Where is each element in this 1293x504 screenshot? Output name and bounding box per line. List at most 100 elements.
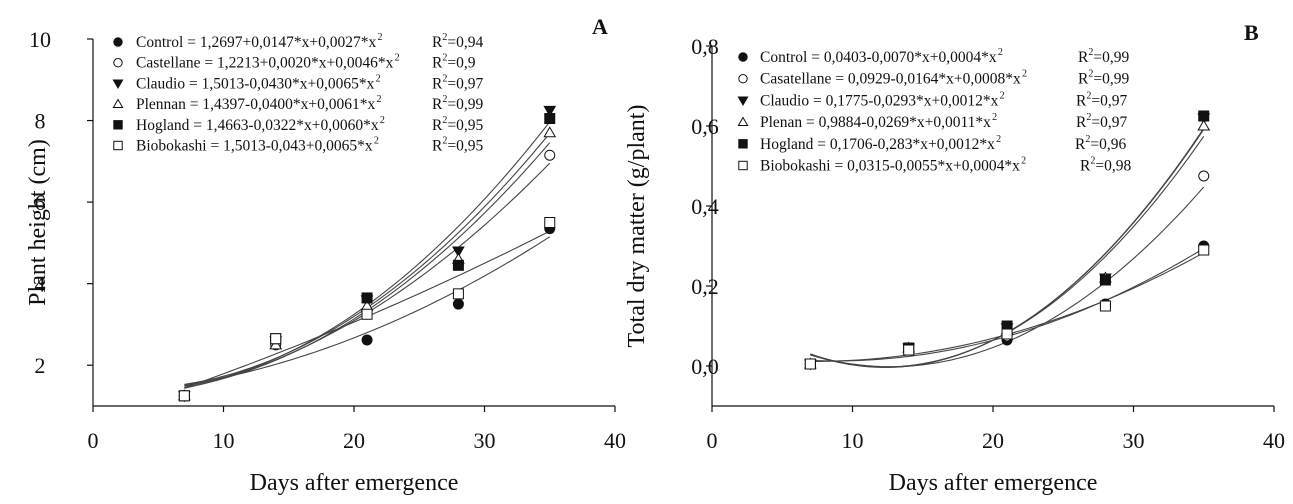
chart-panel-B: 0,0 0,2 0,4 0,6 0,8 0 10 20 30 40 Days after emerg… bbox=[624, 20, 1285, 496]
legend-r-squared: R2=0,99 bbox=[1078, 47, 1129, 66]
data-point-casatellane bbox=[1198, 170, 1210, 182]
legend-r-squared: R2=0,94 bbox=[432, 32, 483, 51]
legend-equation: Control = 0,0403-0,0070*x+0,0004*x bbox=[760, 49, 997, 66]
data-point-biobokashi bbox=[270, 333, 282, 345]
y-tick-label: 10 bbox=[29, 27, 51, 52]
legend-equation: Castellane = 1,2213+0,0020*x+0,0046*x bbox=[136, 55, 394, 72]
y-tick-label: 0,8 bbox=[691, 34, 719, 59]
data-point-biobokashi bbox=[1198, 244, 1210, 256]
y-tick-label: 4 bbox=[35, 272, 46, 297]
x-tick-label: 40 bbox=[1263, 428, 1285, 453]
fit-curve-castellane bbox=[184, 162, 551, 389]
legend-marker-claudio bbox=[112, 79, 124, 90]
legend-marker-claudio bbox=[737, 96, 749, 107]
legend: Control = 1,2697+0,0147*x+0,0027*x 2 R2=0,… bbox=[112, 32, 483, 155]
legend-marker-hogland bbox=[738, 139, 748, 149]
legend-r-squared: R2=0,99 bbox=[432, 94, 483, 113]
legend-r-squared: R2=0,95 bbox=[432, 115, 483, 134]
legend-equation: Plenan = 0,9884-0,0269*x+0,0011*x bbox=[760, 114, 991, 131]
y-tick-label: 6 bbox=[35, 190, 46, 215]
data-point-claudio bbox=[452, 246, 465, 258]
legend-r-squared: R2=0,97 bbox=[1076, 90, 1127, 109]
y-tick-label: 0,6 bbox=[691, 114, 719, 139]
legend-equation: Hogland = 0,1706-0,283*x+0,0012*x bbox=[760, 136, 995, 153]
y-tick-label: 0,0 bbox=[691, 354, 719, 379]
superscript-2: 2 bbox=[395, 53, 400, 64]
superscript-2: 2 bbox=[377, 32, 382, 43]
superscript-2: 2 bbox=[1021, 156, 1026, 167]
data-point-claudio bbox=[543, 105, 557, 117]
superscript-2: 2 bbox=[1022, 69, 1027, 80]
data-point-hogland bbox=[361, 292, 373, 304]
legend-r-squared: R2=0,95 bbox=[432, 136, 483, 155]
legend-equation: Plennan = 1,4397-0,0400*x+0,0061*x bbox=[136, 96, 375, 113]
y-tick-label: 0,4 bbox=[691, 194, 719, 219]
data-point-biobokashi bbox=[903, 344, 915, 356]
data-point-castellane bbox=[544, 149, 556, 161]
legend-marker-control bbox=[738, 52, 748, 62]
data-point-plennan bbox=[543, 126, 557, 138]
legend-equation: Claudio = 0,1775-0,0293*x+0,0012*x bbox=[760, 92, 999, 109]
legend-marker-hogland bbox=[113, 120, 123, 130]
data-point-hogland bbox=[1198, 110, 1210, 122]
legend-equation: Claudio = 1,5013-0,0430*x+0,0065*x bbox=[136, 75, 375, 92]
data-point-hogland bbox=[544, 113, 556, 125]
superscript-2: 2 bbox=[998, 47, 1003, 58]
legend-equation: Biobokashi = 1,5013-0,043+0,0065*x bbox=[136, 138, 373, 155]
y-tick-label: 2 bbox=[35, 353, 46, 378]
x-tick-label: 0 bbox=[88, 428, 99, 453]
data-point-biobokashi bbox=[361, 308, 373, 320]
legend-marker-biobokashi bbox=[113, 140, 123, 151]
x-tick-label: 20 bbox=[343, 428, 365, 453]
legend-r-squared: R2=0,98 bbox=[1080, 156, 1131, 175]
superscript-2: 2 bbox=[1000, 90, 1005, 101]
legend-marker-control bbox=[113, 37, 123, 47]
legend-marker-casatellane bbox=[738, 74, 748, 84]
x-tick-label: 40 bbox=[604, 428, 626, 453]
data-point-biobokashi bbox=[452, 288, 464, 300]
fit-curve-control bbox=[184, 236, 551, 386]
y-axis-label: Plant height (cm) bbox=[25, 139, 51, 306]
data-point-plenan bbox=[1197, 119, 1211, 131]
y-axis-label: Total dry matter (g/plant) bbox=[624, 105, 650, 348]
legend-marker-plennan bbox=[112, 98, 124, 108]
x-tick-label: 30 bbox=[474, 428, 496, 453]
legend-marker-biobokashi bbox=[738, 160, 748, 171]
data-point-hogland bbox=[1099, 274, 1111, 286]
superscript-2: 2 bbox=[996, 134, 1001, 145]
legend-equation: Hogland = 1,4663-0,0322*x+0,0060*x bbox=[136, 117, 379, 134]
y-tick-label: 8 bbox=[35, 109, 46, 134]
panel-label: B bbox=[1244, 20, 1259, 45]
legend: Control = 0,0403-0,0070*x+0,0004*x 2 R2=0,… bbox=[737, 47, 1131, 175]
fit-curve-plennan bbox=[184, 142, 551, 388]
data-point-biobokashi bbox=[804, 358, 816, 370]
superscript-2: 2 bbox=[376, 94, 381, 105]
legend-r-squared: R2=0,96 bbox=[1075, 134, 1126, 153]
legend-equation: Biobokashi = 0,0315-0,0055*x+0,0004*x bbox=[760, 158, 1020, 175]
data-point-control bbox=[452, 298, 464, 310]
panel-label: A bbox=[592, 14, 608, 39]
legend-r-squared: R2=0,99 bbox=[1078, 69, 1129, 88]
legend-marker-plenan bbox=[737, 116, 749, 126]
legend-equation: Control = 1,2697+0,0147*x+0,0027*x bbox=[136, 34, 376, 51]
legend-equation: Casatellane = 0,0929-0,0164*x+0,0008*x bbox=[760, 71, 1021, 88]
fit-curve-claudio bbox=[184, 121, 551, 387]
data-point-control bbox=[361, 334, 373, 346]
x-axis-label: Days after emergence bbox=[250, 470, 459, 496]
superscript-2: 2 bbox=[380, 115, 385, 126]
superscript-2: 2 bbox=[374, 136, 379, 147]
y-tick-label: 0,2 bbox=[691, 274, 719, 299]
x-tick-label: 10 bbox=[213, 428, 235, 453]
x-tick-label: 10 bbox=[842, 428, 864, 453]
legend-marker-castellane bbox=[113, 58, 123, 68]
data-point-biobokashi bbox=[1099, 300, 1111, 312]
data-point-hogland bbox=[452, 259, 464, 271]
legend-r-squared: R2=0,97 bbox=[432, 73, 483, 92]
x-tick-label: 30 bbox=[1123, 428, 1145, 453]
superscript-2: 2 bbox=[376, 73, 381, 84]
legend-r-squared: R2=0,9 bbox=[432, 53, 476, 72]
data-point-biobokashi bbox=[544, 217, 556, 228]
chart-panel-A: 2 4 6 8 10 0 10 20 30 40 Days after emergence Plant… bbox=[25, 14, 626, 496]
